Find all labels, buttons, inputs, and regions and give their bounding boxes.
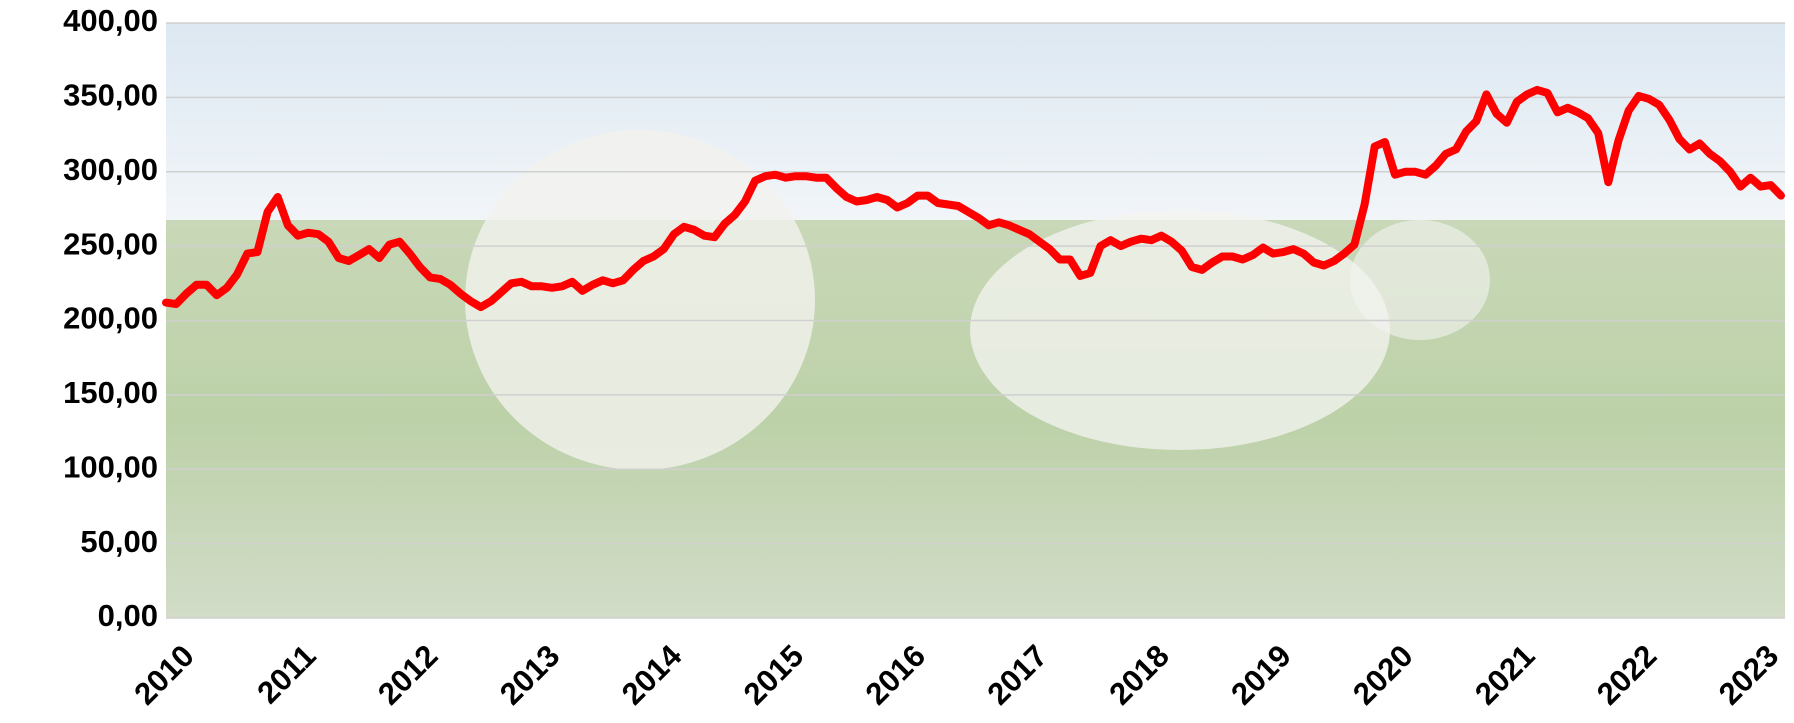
x-tick-label: 2013 <box>493 638 567 712</box>
x-tick-label: 2010 <box>127 638 201 712</box>
x-tick-label: 2017 <box>980 638 1054 712</box>
x-tick-label: 2015 <box>737 638 811 712</box>
x-tick-label: 2014 <box>615 638 689 712</box>
page: 0,00 50,00 100,00 150,00 200,00 250,00 300,00 3… <box>0 0 1794 718</box>
y-tick-label: 350,00 <box>63 78 158 113</box>
y-tick-label: 0,00 <box>98 598 158 633</box>
y-tick-label: 400,00 <box>63 3 158 38</box>
x-tick-label: 2011 <box>250 638 322 710</box>
y-tick-label: 250,00 <box>63 226 158 261</box>
chart: 0,00 50,00 100,00 150,00 200,00 250,00 300,00 3… <box>0 0 1794 718</box>
y-tick-label: 300,00 <box>63 152 158 187</box>
y-tick-label: 50,00 <box>80 524 158 559</box>
y-tick-label: 150,00 <box>63 375 158 410</box>
y-tick-label: 200,00 <box>63 301 158 336</box>
x-tick-label: 2019 <box>1224 638 1298 712</box>
x-tick-label: 2020 <box>1346 638 1420 712</box>
y-tick-label: 100,00 <box>63 449 158 484</box>
x-tick-label: 2018 <box>1102 638 1176 712</box>
x-tick-label: 2016 <box>859 638 933 712</box>
x-tick-label: 2022 <box>1590 638 1664 712</box>
x-tick-label: 2021 <box>1468 638 1542 712</box>
x-tick-label: 2012 <box>371 638 445 712</box>
x-tick-label: 2023 <box>1712 638 1786 712</box>
